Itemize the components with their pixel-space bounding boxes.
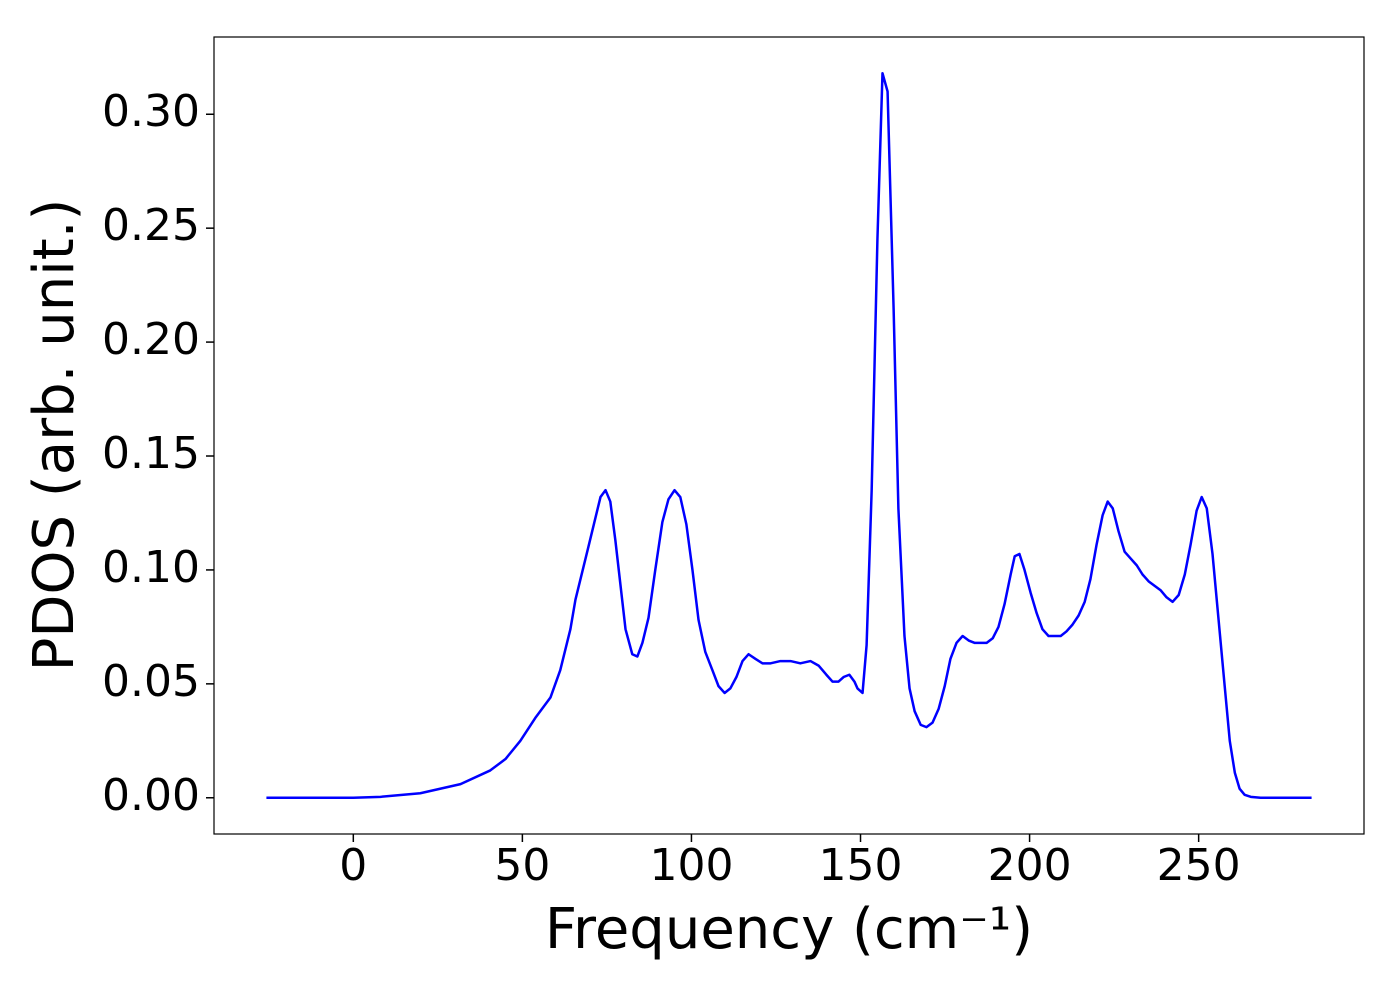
x-tick-label: 200 — [988, 840, 1072, 891]
x-axis-label: Frequency (cm⁻¹) — [545, 897, 1033, 962]
x-tick-label: 50 — [494, 840, 550, 891]
y-tick-label: 0.10 — [102, 542, 200, 593]
x-tick-label: 150 — [819, 840, 903, 891]
data-line — [266, 71, 1312, 800]
y-tick-label: 0.25 — [102, 200, 200, 251]
x-tick-label: 250 — [1157, 840, 1241, 891]
y-tick-label: 0.30 — [102, 86, 200, 137]
x-tick-label: 100 — [649, 840, 733, 891]
x-tick-label: 0 — [339, 840, 367, 891]
plot-frame — [213, 36, 1365, 835]
y-tick-label: 0.00 — [102, 770, 200, 821]
y-axis-label: PDOS (arb. unit.) — [22, 199, 87, 672]
y-tick-label: 0.05 — [102, 656, 200, 707]
y-tick-label: 0.20 — [102, 314, 200, 365]
y-tick-label: 0.15 — [102, 428, 200, 479]
